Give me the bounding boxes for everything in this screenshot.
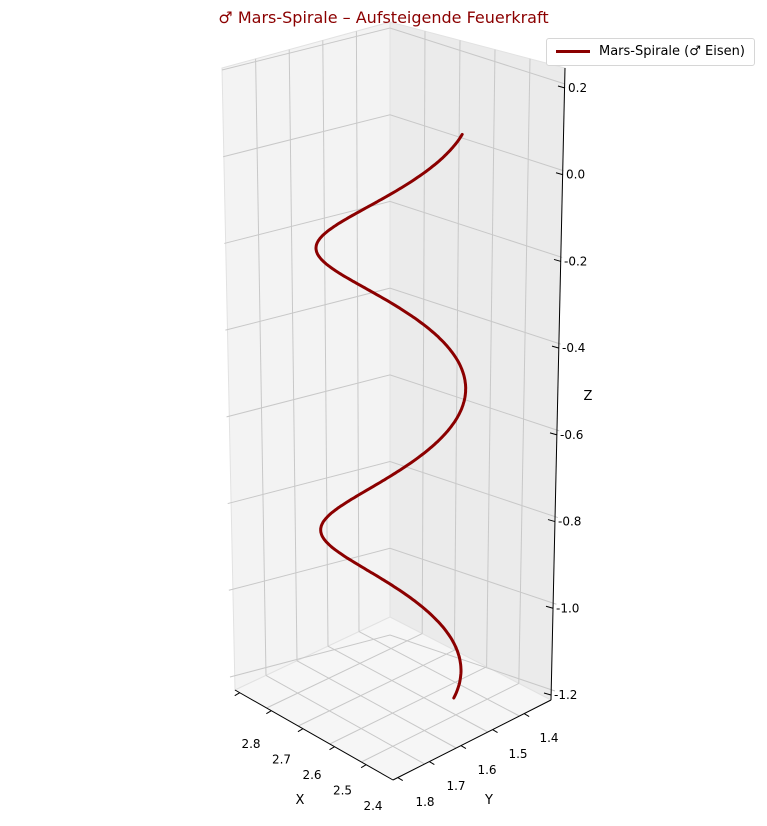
grid-line	[223, 114, 564, 172]
legend: Mars-Spirale (♂ Eisen)	[546, 38, 755, 66]
z-tick-mark	[545, 605, 554, 609]
legend-label: Mars-Spirale (♂ Eisen)	[599, 44, 745, 59]
x-tick-label: 2.7	[272, 753, 291, 767]
grid-line	[453, 40, 461, 651]
grid-line	[227, 461, 559, 519]
grid-line	[327, 645, 489, 733]
grid-line	[226, 374, 560, 432]
tick-labels: 2.8 2.7 2.6 2.5 2.4 1.8 1.7 1.6 1.5 1.4 0.2 0.0 -0.2…	[234, 81, 587, 813]
y-tick-label: 1.7	[446, 779, 465, 793]
z-tick-label: -0.8	[558, 515, 581, 529]
z-tick-mark	[543, 692, 552, 696]
grid-line	[518, 58, 531, 684]
grid-line	[265, 674, 425, 765]
y-axis-label: Y	[484, 793, 493, 808]
chart-title: ♂ Mars-Spirale – Aufsteigende Feuerkraft	[218, 8, 549, 27]
y-tick-mark	[429, 761, 435, 766]
grid-line	[486, 49, 496, 667]
grid-line	[288, 49, 298, 661]
z-tick-mark	[557, 85, 566, 89]
grid-line	[297, 649, 455, 727]
y-tick-mark	[523, 713, 530, 718]
grid-line	[358, 631, 520, 717]
grid-line	[221, 27, 566, 85]
grid-line	[229, 634, 556, 692]
z-tick-label: -1.2	[554, 688, 577, 702]
grid-line	[355, 31, 360, 632]
legend-swatch	[556, 50, 590, 53]
x-tick-label: 2.8	[241, 737, 260, 751]
grid-line	[421, 31, 426, 634]
y-tick-label: 1.8	[415, 795, 434, 809]
z-axis-line	[550, 67, 566, 701]
y-tick-mark	[460, 745, 467, 750]
grid-line	[296, 660, 457, 749]
z-tick-label: 0.2	[568, 81, 587, 95]
z-tick-mark	[551, 345, 560, 349]
x-tick-mark	[234, 692, 240, 697]
z-tick-mark	[547, 519, 556, 523]
z-tick-mark	[555, 172, 564, 176]
x-tick-label: 2.6	[302, 768, 321, 782]
z-tick-label: -1.0	[556, 601, 579, 615]
x-tick-mark	[360, 764, 367, 769]
z-tick-label: -0.2	[564, 254, 587, 268]
grid-line	[322, 40, 329, 647]
y-tick-mark	[492, 729, 498, 734]
left-pane	[221, 21, 391, 691]
x-tick-label: 2.5	[333, 784, 352, 798]
grid-line	[225, 287, 561, 345]
grid-line	[255, 58, 267, 676]
series-line-mars-spirale	[314, 132, 468, 700]
y-tick-label: 1.6	[477, 763, 496, 777]
y-tick-mark	[397, 777, 403, 782]
y-tick-label: 1.5	[508, 747, 527, 761]
z-tick-label: -0.6	[560, 428, 583, 442]
grid-line	[228, 547, 557, 605]
x-axis-line	[234, 689, 394, 781]
x-tick-mark	[329, 746, 335, 751]
z-tick-mark	[553, 258, 562, 262]
grid-lines	[221, 27, 566, 765]
z-axis-label: Z	[584, 389, 593, 404]
y-tick-label: 1.4	[539, 731, 558, 745]
z-tick-label: -0.4	[562, 341, 585, 355]
grid-line	[361, 682, 520, 763]
x-tick-mark	[266, 710, 272, 715]
z-tick-label: 0.0	[566, 168, 585, 182]
x-axis-label: X	[296, 793, 305, 808]
z-tick-mark	[549, 432, 558, 436]
x-tick-mark	[297, 728, 304, 733]
grid-line	[224, 200, 563, 258]
x-tick-label: 2.4	[363, 799, 382, 813]
grid-line	[266, 633, 423, 709]
